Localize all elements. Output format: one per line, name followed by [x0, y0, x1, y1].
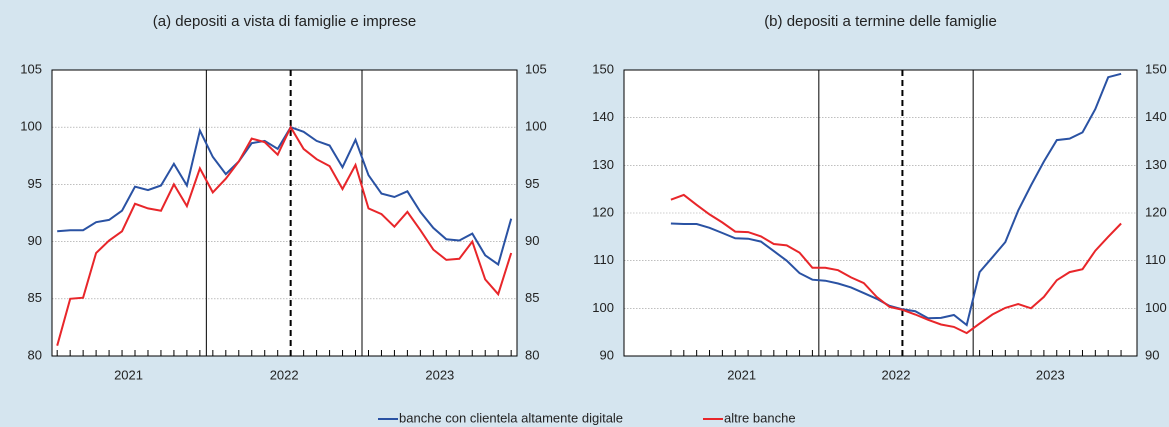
- y-tick-label: 120: [592, 204, 614, 219]
- y2-tick-label: 130: [1145, 157, 1167, 172]
- y2-tick-label: 140: [1145, 109, 1167, 124]
- y2-tick-label: 100: [1145, 300, 1167, 315]
- y2-tick-label: 120: [1145, 204, 1167, 219]
- legend-label: altre banche: [724, 410, 796, 425]
- x-tick-label: 2022: [882, 367, 911, 382]
- y2-tick-label: 150: [1145, 61, 1167, 76]
- y-tick-label: 130: [592, 157, 614, 172]
- y2-tick-label: 105: [525, 61, 547, 76]
- y-tick-label: 95: [28, 176, 42, 191]
- series-line: [670, 193, 1122, 335]
- x-tick-label: 2023: [1036, 367, 1065, 382]
- y2-tick-label: 90: [525, 233, 539, 248]
- plot-frame: [51, 69, 518, 357]
- plot-frame: [623, 69, 1138, 357]
- y-tick-label: 110: [593, 252, 614, 267]
- x-tick-label: 2021: [114, 367, 143, 382]
- y-tick-label: 140: [592, 109, 614, 124]
- legend-label: banche con clientela altamente digitale: [399, 410, 623, 425]
- y2-tick-label: 110: [1145, 252, 1166, 267]
- chart-title: (a) depositi a vista di famiglie e impre…: [153, 13, 416, 30]
- y-tick-label: 105: [20, 61, 42, 76]
- x-tick-label: 2023: [425, 367, 454, 382]
- series-line: [57, 125, 513, 267]
- y2-tick-label: 80: [525, 347, 539, 362]
- y2-tick-label: 90: [1145, 347, 1159, 362]
- y-tick-label: 85: [28, 290, 42, 305]
- x-tick-label: 2021: [727, 367, 756, 382]
- y2-tick-label: 85: [525, 290, 539, 305]
- y-tick-label: 100: [592, 300, 614, 315]
- y-tick-label: 90: [600, 347, 614, 362]
- y-tick-label: 100: [20, 119, 42, 134]
- series-line: [56, 125, 513, 346]
- y-tick-label: 90: [28, 233, 42, 248]
- y-tick-label: 80: [28, 347, 42, 362]
- plot-area: [52, 70, 517, 356]
- y2-tick-label: 100: [525, 119, 547, 134]
- x-tick-label: 2022: [270, 367, 299, 382]
- chart-title: (b) depositi a termine delle famiglie: [764, 13, 997, 30]
- y2-tick-label: 95: [525, 176, 539, 191]
- y-tick-label: 150: [592, 61, 614, 76]
